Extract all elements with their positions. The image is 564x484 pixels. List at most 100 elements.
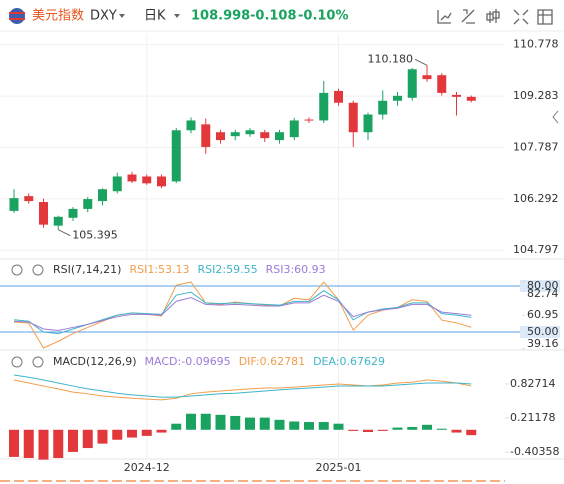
histogram-bar	[23, 429, 34, 459]
histogram-bar	[156, 429, 167, 433]
period[interactable]: 日K	[144, 9, 166, 24]
indicator-header: MACD(12,26,9) MACD:-0.09695 DIF:0.62781 DEA…	[53, 355, 385, 368]
asset-name[interactable]: 美元指数	[32, 9, 84, 24]
flag-icon	[9, 8, 25, 24]
reference-label: 80.00	[527, 279, 559, 292]
histogram-bar	[333, 423, 344, 430]
eye-icon[interactable]	[11, 356, 23, 368]
candle-body	[53, 216, 63, 226]
candle-body	[216, 132, 225, 141]
y-tick-label: 109.283	[513, 89, 559, 102]
candle-body	[289, 120, 299, 138]
y-tick-label: 0.21178	[510, 411, 556, 424]
candle-body	[68, 208, 78, 218]
histogram-bar	[97, 429, 108, 444]
x-tick-label: 2025-01	[316, 461, 362, 474]
x-tick-label: 2024-12	[124, 461, 170, 474]
legend-entry: DIF:0.62781	[239, 355, 305, 368]
histogram-bar	[318, 422, 329, 430]
reference-label: 50.00	[527, 325, 559, 338]
candle-body	[201, 124, 211, 147]
histogram-bar	[171, 423, 182, 430]
histogram-bar	[215, 414, 226, 430]
histogram-bar	[274, 419, 285, 430]
histogram-bar	[377, 429, 388, 431]
indicator-icon[interactable]	[437, 10, 452, 24]
candle-body	[348, 102, 358, 133]
histogram-bar	[68, 429, 78, 452]
candle-body	[378, 100, 388, 115]
y-tick-label: 106.292	[513, 192, 559, 205]
layout-icon[interactable]	[537, 9, 553, 25]
settings-icon[interactable]	[32, 356, 44, 368]
histogram-bar	[304, 422, 314, 430]
candle-body	[9, 198, 19, 211]
candle-body	[275, 132, 284, 141]
y-tick-label: 0.82714	[510, 377, 556, 390]
candle-body	[437, 75, 447, 93]
candle-body	[230, 132, 240, 137]
histogram-bar	[245, 417, 255, 430]
candle-body	[319, 92, 329, 121]
rsi-icons	[11, 264, 44, 368]
candle-body	[422, 75, 432, 80]
flag-stripe	[9, 18, 25, 20]
histogram-bar	[38, 429, 49, 460]
y-tick-label: 39.16	[527, 337, 559, 350]
reference-label-bg	[520, 326, 560, 339]
candle-body	[157, 176, 166, 187]
candle-body	[393, 95, 402, 101]
y-tick-label: 82.74	[527, 287, 559, 300]
histogram-bar	[407, 427, 418, 430]
annotation-line	[58, 229, 71, 237]
candle-body	[186, 120, 196, 131]
settings-icon[interactable]	[32, 264, 44, 276]
candle-body	[260, 132, 270, 139]
candle-body	[334, 90, 343, 103]
legend-entry: RSI1:53.13	[129, 263, 189, 276]
histogram-bar	[112, 429, 123, 440]
top-bar: 美元指数 DXY 日K 108.998 -0.108 -0.10%	[9, 8, 553, 25]
candle-icon[interactable]	[486, 9, 500, 23]
annotation-label: 110.180	[368, 52, 414, 65]
histogram-bar	[348, 429, 359, 431]
symbol[interactable]: DXY	[90, 9, 117, 24]
candle-body	[142, 176, 152, 184]
candle-body	[112, 176, 122, 192]
histogram-bar	[259, 417, 270, 430]
candle-body	[304, 119, 314, 121]
histogram-bar	[200, 413, 211, 430]
y-tick-label: 60.95	[527, 308, 559, 321]
dropdown-arrow[interactable]	[174, 14, 180, 18]
legend-entry: RSI3:60.93	[266, 263, 326, 276]
indicator-title: RSI(7,14,21)	[53, 263, 121, 276]
candle-body	[24, 196, 34, 202]
draw-icon[interactable]	[461, 9, 475, 24]
histogram-bar	[127, 429, 137, 438]
y-tick-label: -0.40358	[510, 445, 559, 458]
indicator-line	[13, 294, 472, 332]
histogram-bar	[289, 421, 300, 430]
fullscreen-icon[interactable]	[513, 9, 529, 25]
price: 108.998	[191, 9, 250, 24]
candle-body	[98, 189, 107, 202]
y-tick-label: 104.797	[513, 243, 559, 256]
histogram-bar	[82, 429, 93, 449]
candle-body	[363, 114, 373, 133]
eye-icon[interactable]	[11, 264, 23, 276]
histogram-bar	[186, 413, 196, 430]
histogram-bar	[53, 429, 64, 459]
histogram-bar	[392, 427, 403, 430]
histogram-bar	[451, 429, 462, 433]
legend-entry: RSI2:59.55	[198, 263, 258, 276]
histogram-bar	[422, 424, 432, 430]
histogram-bar	[363, 429, 373, 433]
candle-body	[83, 199, 93, 209]
candle-body	[245, 130, 255, 135]
histogram-bar	[141, 429, 152, 436]
scroll-arrow[interactable]	[552, 110, 559, 124]
candle-body	[127, 174, 137, 182]
dropdown-arrow[interactable]	[119, 14, 125, 18]
